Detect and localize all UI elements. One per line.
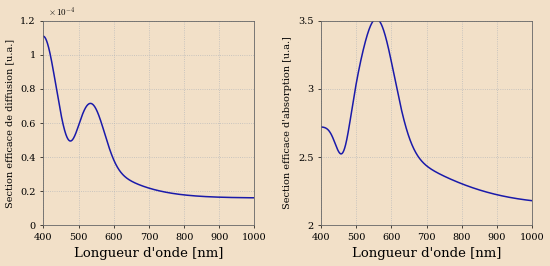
Y-axis label: Section efficace d'absorption [u.a.]: Section efficace d'absorption [u.a.] [283, 37, 293, 210]
Y-axis label: Section efficace de diffusion [u.a.]: Section efficace de diffusion [u.a.] [6, 39, 14, 208]
Text: $\times\, 10^{-4}$: $\times\, 10^{-4}$ [48, 6, 75, 19]
X-axis label: Longueur d'onde [nm]: Longueur d'onde [nm] [352, 247, 501, 260]
X-axis label: Longueur d'onde [nm]: Longueur d'onde [nm] [74, 247, 224, 260]
